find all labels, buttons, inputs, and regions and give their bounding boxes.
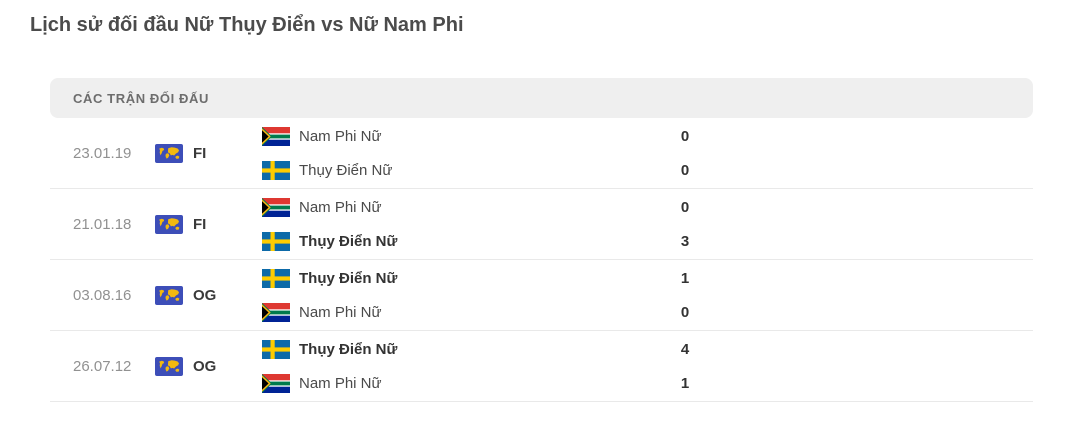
team-name: Thụy Điển Nữ [299,269,398,287]
team-score: 0 [680,161,690,179]
head-to-head-card: CÁC TRẬN ĐỐI ĐẤU 23.01.19 FI Nam Phi Nữ … [50,78,1033,402]
match-date: 23.01.19 [73,144,132,162]
match-date: 26.07.12 [73,357,132,375]
team-line: Thụy Điển Nữ 1 [262,268,1033,288]
team-score: 1 [680,374,690,392]
team-line: Nam Phi Nữ 0 [262,126,1033,146]
tournament-code: FI [193,144,207,162]
team-score: 0 [680,127,690,145]
team-line: Thụy Điển Nữ 3 [262,231,1033,251]
sweden-flag-icon [262,268,290,288]
teams-cell: Nam Phi Nữ 0 Thụy Điển Nữ 0 [262,126,1033,180]
tournament-cell: OG [155,356,262,376]
teams-cell: Nam Phi Nữ 0 Thụy Điển Nữ 3 [262,197,1033,251]
team-name: Thụy Điển Nữ [299,232,398,250]
team-name: Nam Phi Nữ [299,127,382,145]
world-map-icon [155,143,183,163]
tournament-code: FI [193,215,207,233]
tournament-cell: FI [155,143,262,163]
match-row[interactable]: 03.08.16 OG Thụy Điển Nữ 1 Nam Phi Nữ 0 [50,260,1033,331]
match-date: 21.01.18 [73,215,132,233]
sweden-flag-icon [262,160,290,180]
tournament-cell: FI [155,214,262,234]
south-africa-flag-icon [262,302,290,322]
team-line: Thụy Điển Nữ 4 [262,339,1033,359]
world-map-icon [155,214,183,234]
team-line: Thụy Điển Nữ 0 [262,160,1033,180]
teams-cell: Thụy Điển Nữ 1 Nam Phi Nữ 0 [262,268,1033,322]
world-map-icon [155,285,183,305]
tournament-cell: OG [155,285,262,305]
table-header-label: CÁC TRẬN ĐỐI ĐẤU [73,90,209,106]
team-score: 0 [680,303,690,321]
team-score: 0 [680,198,690,216]
south-africa-flag-icon [262,373,290,393]
page-title: Lịch sử đối đầu Nữ Thụy Điển vs Nữ Nam P… [30,14,464,36]
team-name: Nam Phi Nữ [299,374,382,392]
team-score: 3 [680,232,690,250]
match-list: 23.01.19 FI Nam Phi Nữ 0 Thụy Điển Nữ 0 [50,118,1033,402]
match-date: 03.08.16 [73,286,132,304]
teams-cell: Thụy Điển Nữ 4 Nam Phi Nữ 1 [262,339,1033,393]
sweden-flag-icon [262,339,290,359]
tournament-code: OG [193,286,217,304]
south-africa-flag-icon [262,126,290,146]
team-score: 1 [680,269,690,287]
team-line: Nam Phi Nữ 0 [262,197,1033,217]
table-header: CÁC TRẬN ĐỐI ĐẤU [50,78,1033,118]
match-row[interactable]: 21.01.18 FI Nam Phi Nữ 0 Thụy Điển Nữ 3 [50,189,1033,260]
tournament-code: OG [193,357,217,375]
team-line: Nam Phi Nữ 0 [262,302,1033,322]
team-name: Nam Phi Nữ [299,303,382,321]
match-row[interactable]: 26.07.12 OG Thụy Điển Nữ 4 Nam Phi Nữ 1 [50,331,1033,402]
team-name: Nam Phi Nữ [299,198,382,216]
team-line: Nam Phi Nữ 1 [262,373,1033,393]
team-score: 4 [680,340,690,358]
south-africa-flag-icon [262,197,290,217]
team-name: Thụy Điển Nữ [299,340,398,358]
sweden-flag-icon [262,231,290,251]
world-map-icon [155,356,183,376]
match-row[interactable]: 23.01.19 FI Nam Phi Nữ 0 Thụy Điển Nữ 0 [50,118,1033,189]
team-name: Thụy Điển Nữ [299,161,393,179]
